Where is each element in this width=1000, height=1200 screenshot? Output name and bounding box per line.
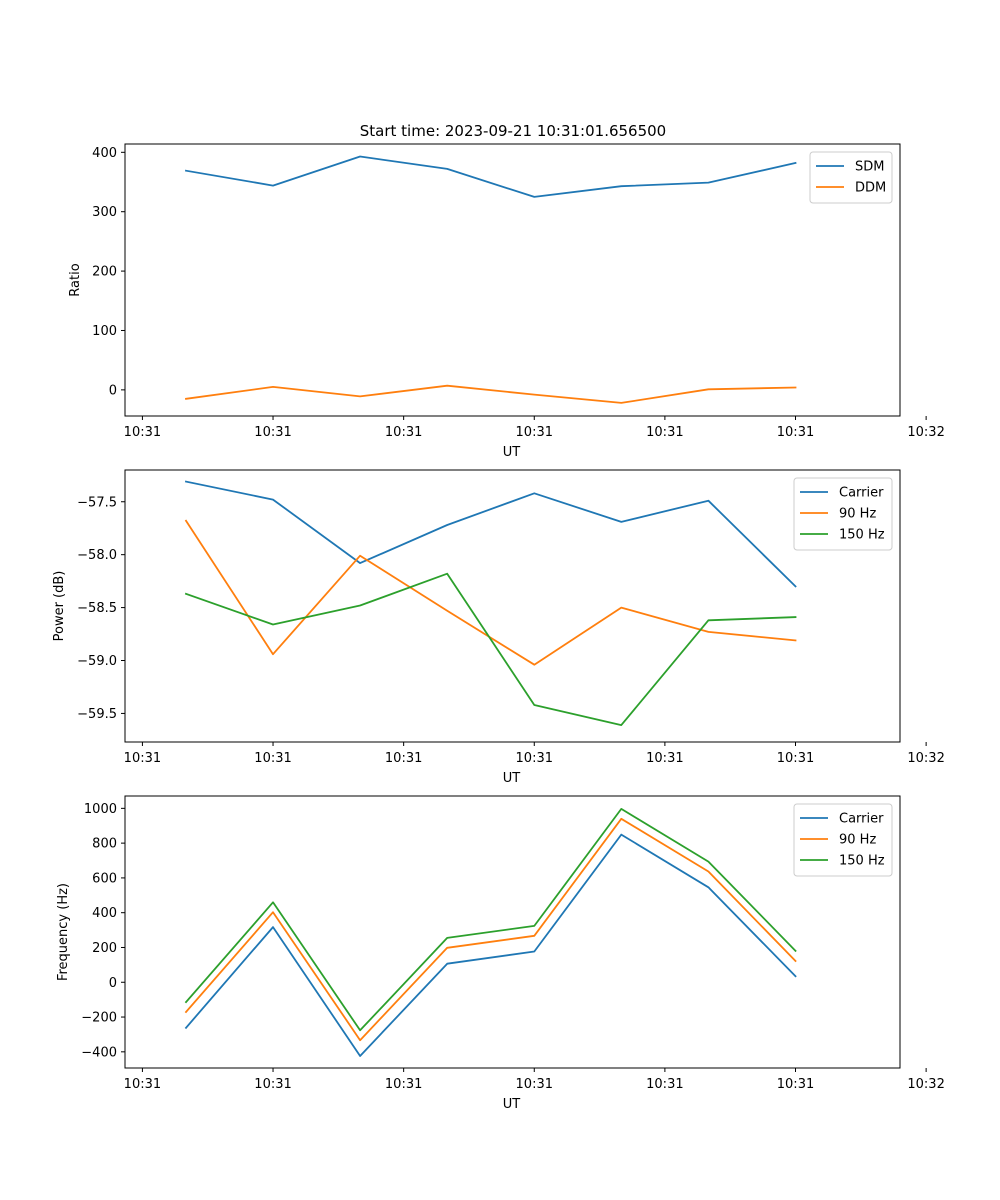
series-line-sdm [184, 155, 797, 198]
y-tick-label: −58.5 [77, 601, 117, 616]
y-tick-label: 400 [92, 906, 117, 921]
y-tick-label: −59.0 [77, 654, 117, 669]
series-line-90-hz [184, 817, 797, 1042]
x-tick-label: 10:31 [516, 1077, 553, 1092]
legend-label: 90 Hz [839, 507, 876, 522]
legend-label: 150 Hz [839, 528, 885, 543]
y-tick-label: 200 [92, 265, 117, 280]
plot-frame [124, 795, 901, 1069]
x-tick-label: 10:31 [385, 425, 422, 440]
x-tick-label: 10:31 [124, 751, 161, 766]
y-tick-label: 1000 [84, 802, 117, 817]
y-axis-label: Frequency (Hz) [56, 883, 71, 981]
series-line-150-hz [184, 572, 797, 726]
legend-label: SDM [855, 160, 884, 175]
y-tick-label: 0 [109, 976, 117, 991]
y-tick-label: −400 [81, 1045, 117, 1060]
series-line-150-hz [184, 808, 797, 1032]
plot-frame [124, 469, 901, 743]
x-tick-label: 10:32 [907, 1077, 944, 1092]
legend: SDM DDM [809, 151, 893, 204]
x-tick-label: 10:31 [516, 751, 553, 766]
plot-frame [124, 143, 901, 417]
series-line-carrier [184, 480, 797, 588]
x-axis-label: UT [503, 771, 521, 786]
legend: Carrier 90 Hz 150 Hz [793, 477, 893, 551]
y-axis-label: Ratio [68, 263, 83, 296]
y-tick-label: −57.5 [77, 495, 117, 510]
x-tick-label: 10:31 [777, 751, 814, 766]
x-tick-label: 10:31 [254, 1077, 291, 1092]
y-axis-label: Power (dB) [52, 571, 67, 642]
legend: Carrier 90 Hz 150 Hz [793, 803, 893, 877]
legend-box [793, 477, 893, 551]
x-tick-label: 10:31 [777, 1077, 814, 1092]
legend-label: 150 Hz [839, 854, 885, 869]
legend-label: 90 Hz [839, 833, 876, 848]
y-tick-label: 0 [109, 383, 117, 398]
y-tick-label: 600 [92, 871, 117, 886]
x-tick-label: 10:31 [254, 425, 291, 440]
series-line-ddm [184, 384, 797, 404]
x-tick-label: 10:31 [646, 751, 683, 766]
y-tick-label: −200 [81, 1011, 117, 1026]
y-tick-label: 100 [92, 324, 117, 339]
x-axis-label: UT [503, 445, 521, 460]
x-tick-label: 10:31 [646, 425, 683, 440]
x-tick-label: 10:31 [646, 1077, 683, 1092]
legend-label: Carrier [839, 812, 884, 827]
legend-box [809, 151, 893, 204]
x-tick-label: 10:31 [385, 1077, 422, 1092]
x-tick-label: 10:31 [124, 1077, 161, 1092]
x-tick-label: 10:32 [907, 751, 944, 766]
x-tick-label: 10:31 [516, 425, 553, 440]
series-line-carrier [184, 833, 797, 1057]
x-tick-label: 10:31 [385, 751, 422, 766]
panel-3: 1000 800 600 400 200 0 −200 −400 10:31 10:31 10:31… [56, 795, 945, 1112]
legend-box [793, 803, 893, 877]
x-tick-label: 10:32 [907, 425, 944, 440]
x-tick-label: 10:31 [777, 425, 814, 440]
y-tick-label: 300 [92, 205, 117, 220]
y-tick-label: 800 [92, 837, 117, 852]
y-tick-label: 400 [92, 146, 117, 161]
x-axis-label: UT [503, 1097, 521, 1112]
legend-label: DDM [855, 181, 886, 196]
legend-label: Carrier [839, 486, 884, 501]
y-tick-label: −59.5 [77, 707, 117, 722]
x-tick-label: 10:31 [124, 425, 161, 440]
y-tick-label: 200 [92, 941, 117, 956]
x-tick-label: 10:31 [254, 751, 291, 766]
y-tick-label: −58.0 [77, 548, 117, 563]
figure-title: Start time: 2023-09-21 10:31:01.656500 [360, 122, 666, 140]
panel-2: −57.5 −58.0 −58.5 −59.0 −59.5 10:31 10:31 10:31… [52, 469, 945, 786]
panel-1: 0 100 200 300 400 10:31 10:31 10:31 10:31 10:31 10… [68, 143, 945, 460]
